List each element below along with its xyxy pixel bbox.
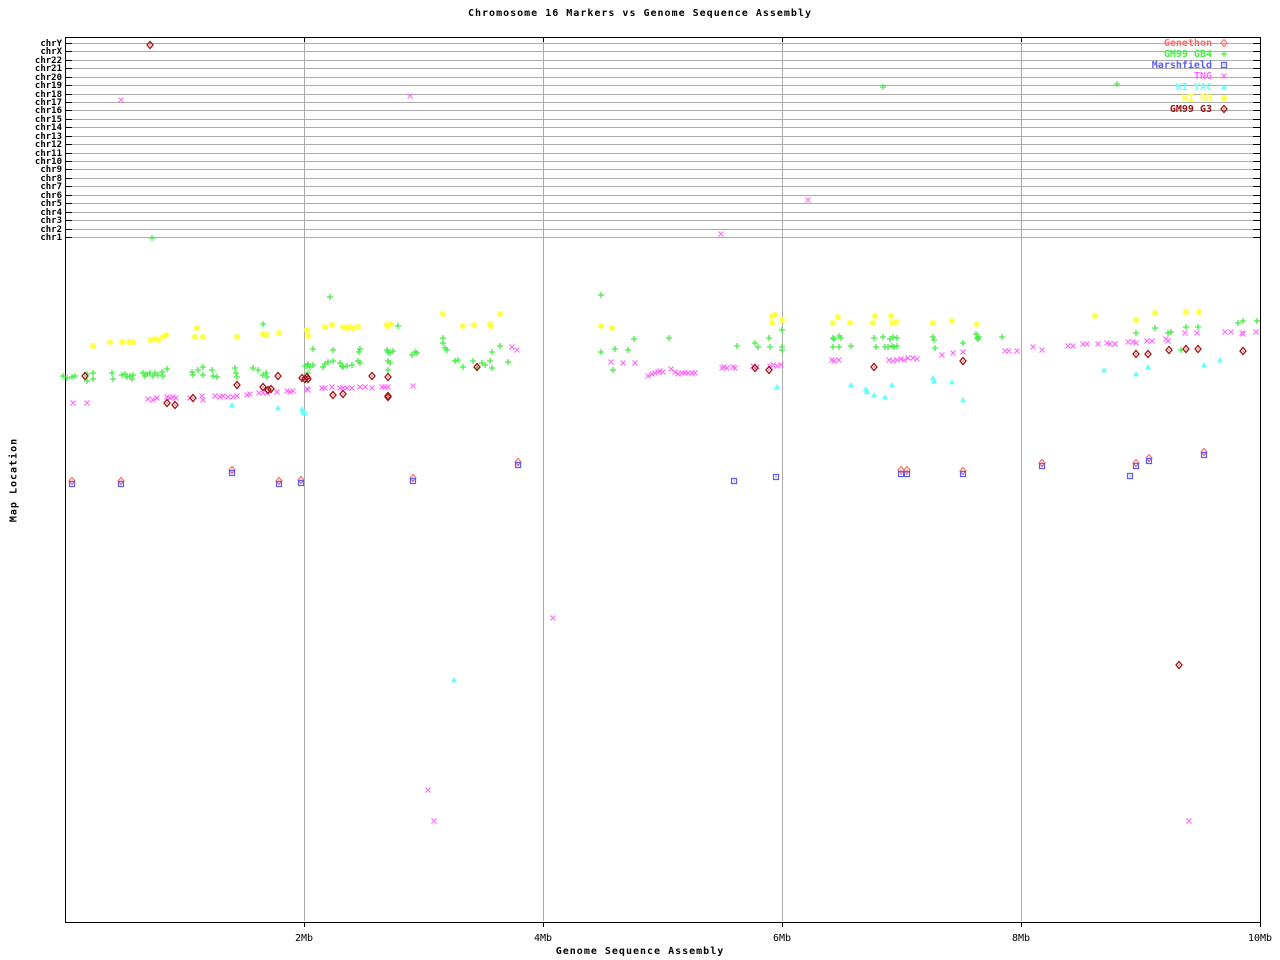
chromosome-label: chr6 xyxy=(40,191,62,201)
chromosome-label: chr14 xyxy=(35,123,63,133)
series-marshfield xyxy=(68,451,1208,488)
chromosome-label: chr20 xyxy=(35,73,62,83)
chromosome-label: chr8 xyxy=(40,174,62,184)
series-genethon xyxy=(68,447,1208,486)
chromosome-label: chr19 xyxy=(35,81,62,91)
legend-marker xyxy=(1220,84,1228,90)
chromosome-label: chr4 xyxy=(40,208,62,218)
legend-marker xyxy=(1221,73,1227,79)
chromosome-label: chr15 xyxy=(35,115,62,125)
legend-entry-label: WI YAC xyxy=(1176,82,1212,93)
chromosome-label: chrY xyxy=(40,39,62,49)
chromosome-label: chr1 xyxy=(40,233,62,243)
legend-entry-label: Genethon xyxy=(1164,38,1212,49)
series-gm99-g3 xyxy=(81,40,1247,670)
chromosome-label: chr22 xyxy=(35,56,62,66)
chromosome-label: chr2 xyxy=(40,225,62,235)
legend-marker xyxy=(1221,51,1227,57)
chromosome-label: chr11 xyxy=(35,149,62,159)
series-wi-yac xyxy=(228,357,1224,683)
chromosome-label: chr16 xyxy=(35,106,62,116)
legend-entry-label: Marshfield xyxy=(1152,59,1212,71)
x-tick-label: 4Mb xyxy=(534,933,552,944)
chromosome-label: chr17 xyxy=(35,98,62,108)
x-tick-label: 8Mb xyxy=(1012,933,1030,944)
legend-entry-label: TNG xyxy=(1194,71,1212,82)
x-tick-label: 6Mb xyxy=(773,933,791,944)
series-gm99-gb4 xyxy=(60,81,1260,384)
x-axis-label: Genome Sequence Assembly xyxy=(555,946,725,957)
series-wi-rh xyxy=(90,309,1202,349)
legend-marker xyxy=(1220,61,1228,69)
chromosome-label: chr10 xyxy=(35,157,62,167)
x-tick-label: 2Mb xyxy=(295,933,313,944)
chromosome-label: chr3 xyxy=(40,216,62,226)
y-axis-label: Map Location xyxy=(8,437,20,523)
legend-marker xyxy=(1220,38,1228,48)
chromosome-label: chr13 xyxy=(35,132,62,142)
legend-marker xyxy=(1221,95,1227,101)
chromosome-label: chr5 xyxy=(40,199,62,209)
legend-entry-label: WI RH xyxy=(1182,93,1212,104)
legend-entry-label: GM99 G3 xyxy=(1170,104,1212,115)
chromosome-label: chr21 xyxy=(35,64,62,74)
chromosome-label: chr18 xyxy=(35,90,62,100)
chromosome-label: chr12 xyxy=(35,140,62,150)
x-tick-label: 10Mb xyxy=(1248,933,1272,944)
chromosome-label: chr9 xyxy=(40,165,62,175)
legend-marker xyxy=(1220,104,1228,114)
chromosome-label: chrX xyxy=(40,47,62,57)
chromosome-label: chr7 xyxy=(40,182,62,192)
chart-title: Chromosome 16 Markers vs Genome Sequence… xyxy=(467,8,812,19)
legend-entry-label: GM99 GB4 xyxy=(1164,49,1212,60)
plot-border xyxy=(65,37,1261,923)
